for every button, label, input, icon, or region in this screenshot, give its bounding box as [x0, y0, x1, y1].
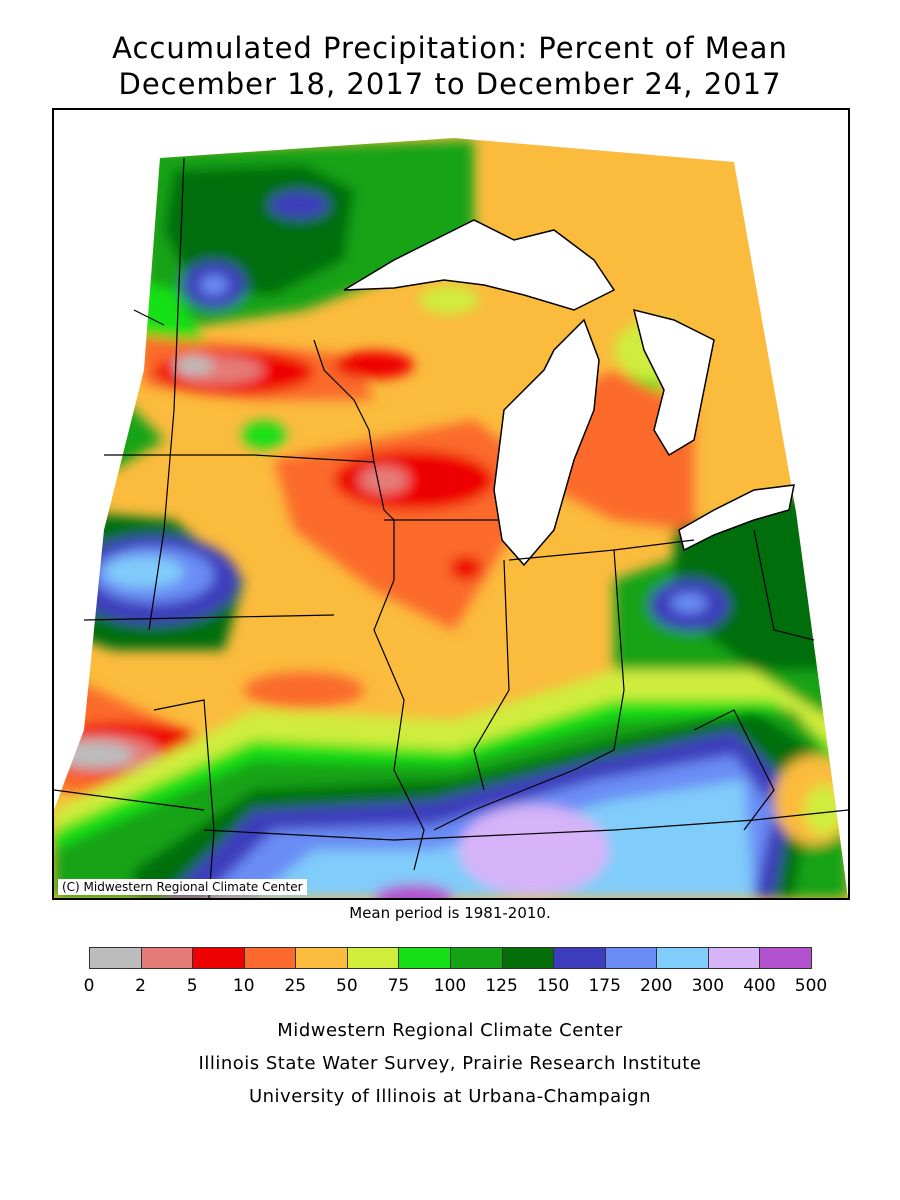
footer-line-1: Midwestern Regional Climate Center [277, 1020, 623, 1041]
legend-tick-label: 400 [743, 976, 776, 996]
map-canvas [54, 138, 848, 898]
legend-tick-label: 5 [186, 976, 198, 996]
legend-tick-label: 175 [588, 976, 621, 996]
legend-tick-label: 25 [284, 976, 307, 996]
legend-swatch-175-200 [604, 947, 658, 969]
map-title-line-2: December 18, 2017 to December 24, 2017 [118, 67, 782, 101]
legend-tick-label: 125 [485, 976, 518, 996]
lake-superior [343, 219, 616, 311]
color-legend [89, 947, 812, 971]
lake-huron [632, 308, 715, 457]
lake-erie [678, 484, 795, 552]
legend-tick-label: 0 [83, 976, 95, 996]
legend-swatch-150-175 [553, 947, 606, 969]
legend-tick-label: 200 [640, 976, 673, 996]
legend-swatch-200-300 [656, 947, 709, 969]
legend-swatch-2-5 [140, 947, 194, 969]
map-title-line-1: Accumulated Precipitation: Percent of Me… [112, 31, 788, 65]
copyright-label: (C) Midwestern Regional Climate Center [58, 879, 307, 895]
legend-swatch-0-2 [89, 947, 142, 969]
legend-tick-label: 100 [433, 976, 467, 996]
legend-tick-label: 75 [387, 976, 410, 996]
legend-tick-label: 10 [232, 976, 255, 996]
precipitation-map: (C) Midwestern Regional Climate Center [52, 108, 850, 900]
footer-line-2: Illinois State Water Survey, Prairie Res… [198, 1053, 702, 1074]
legend-swatch-25-50 [295, 947, 348, 969]
legend-tick-label: 300 [691, 976, 725, 996]
legend-swatch-50-75 [346, 947, 400, 969]
legend-swatch-75-100 [398, 947, 451, 969]
state-borders [54, 157, 848, 898]
legend-tick-label: 150 [536, 976, 570, 996]
great-lakes [343, 219, 795, 567]
lake-michigan [493, 318, 600, 567]
legend-swatch-10-25 [243, 947, 297, 969]
legend-tick-label: 50 [336, 976, 358, 996]
legend-swatch-300-400 [707, 947, 761, 969]
legend-swatch-125-150 [501, 947, 555, 969]
mean-period-note: Mean period is 1981-2010. [349, 904, 551, 922]
border-mn-nd [148, 157, 185, 631]
footer-line-3: University of Illinois at Urbana-Champai… [248, 1086, 652, 1107]
legend-swatch-5-10 [192, 947, 245, 969]
legend-tick-label: 500 [794, 976, 828, 996]
legend-swatch-100-125 [450, 947, 503, 969]
legend-tick-label: 2 [135, 976, 146, 996]
legend-swatch-400-500 [759, 947, 812, 969]
